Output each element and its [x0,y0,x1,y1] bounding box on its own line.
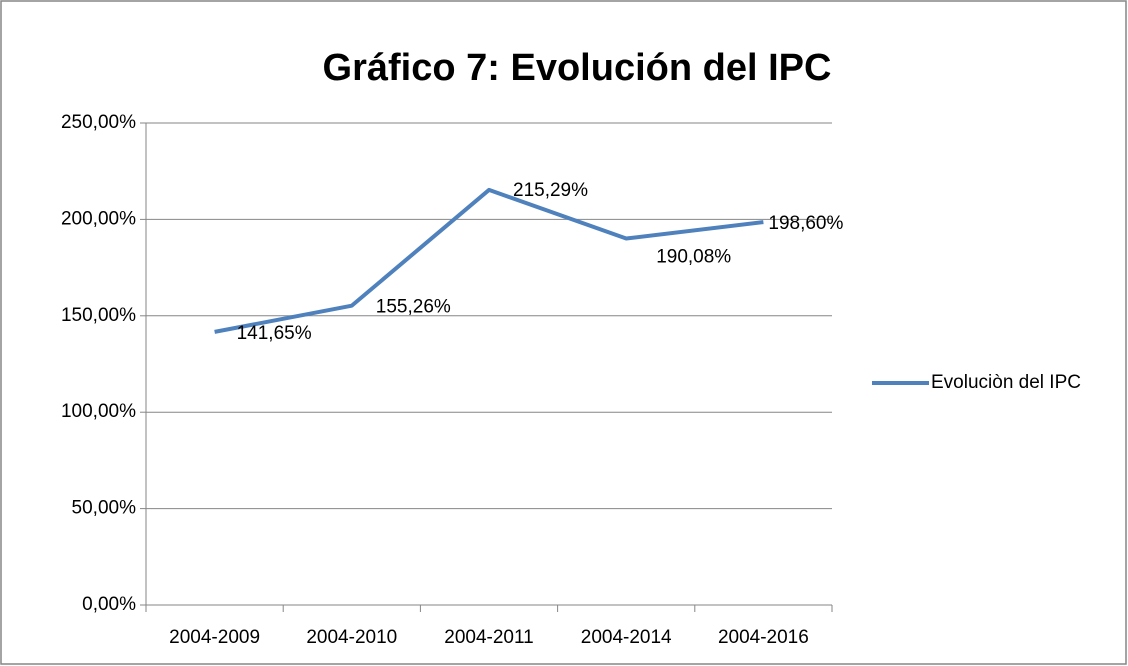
data-label: 198,60% [768,213,843,234]
y-tick-label: 250,00% [61,112,136,133]
data-label: 141,65% [237,323,312,344]
chart-title: Gráfico 7: Evolución del IPC [323,47,832,89]
x-tick-label: 2004-2009 [169,627,260,648]
x-tick-label: 2004-2016 [718,627,809,648]
y-tick-label: 200,00% [61,208,136,229]
x-tick-label: 2004-2014 [581,627,672,648]
y-tick-label: 50,00% [72,498,137,519]
data-label: 155,26% [376,297,451,318]
y-tick-label: 100,00% [61,401,136,422]
data-label: 190,08% [656,247,731,268]
data-line [214,187,764,334]
x-tick-label: 2004-2010 [306,627,397,648]
y-tick-label: 150,00% [61,305,136,326]
x-tick-label: 2004-2011 [444,627,533,648]
y-tick-label: 0,00% [82,594,136,615]
data-label: 215,29% [513,180,588,201]
legend-label: Evoluciòn del IPC [931,372,1081,393]
